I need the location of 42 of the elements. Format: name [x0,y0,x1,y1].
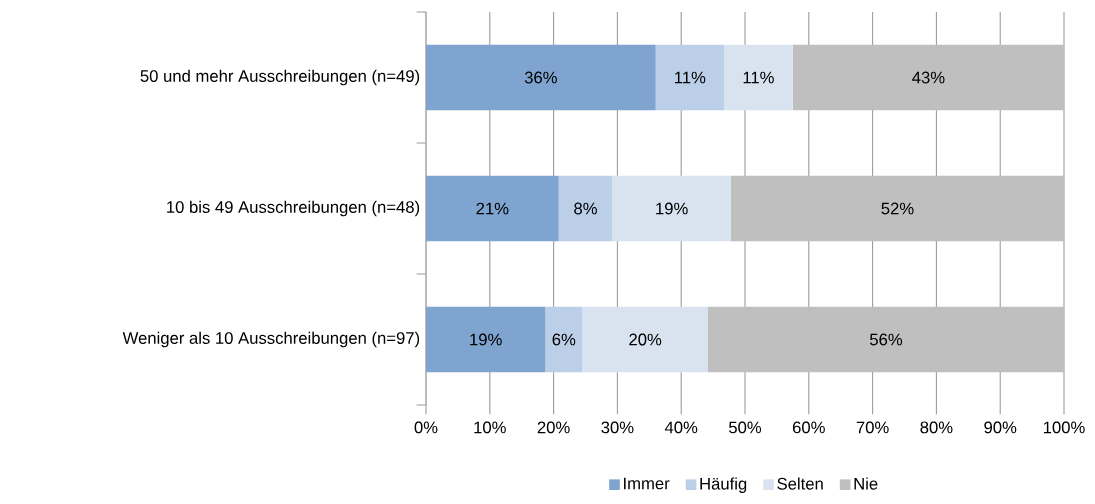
data-label: 43% [912,71,945,84]
bar [792,44,1064,111]
y-tick-label: 10 bis 49 Ausschreibungen (n=48) [167,200,420,217]
x-tick-label: 70% [856,421,889,434]
x-tick-label: 0% [414,421,438,434]
data-label: 19% [470,333,502,346]
y-tick-label: 50 und mehr Ausschreibungen (n=49) [140,69,420,86]
data-label: 21% [476,202,509,215]
legend-label: Häufig [700,477,747,493]
x-tick-label: 20% [537,421,570,434]
x-tick-label: 40% [664,421,698,434]
x-tick-label: 50% [729,421,762,434]
bar [723,44,793,111]
bar [426,306,546,373]
bar [708,306,1064,373]
data-label: 56% [870,333,903,346]
bar [545,306,583,373]
bar [612,175,731,242]
data-label: 8% [574,202,597,215]
data-label: 52% [881,202,914,215]
x-tick-label: 10% [474,421,506,434]
x-tick-label: 60% [792,421,825,434]
bar [582,306,708,373]
data-label: 11% [675,71,706,84]
y-tick-label: Weniger als 10 Ausschreibungen (n=97) [122,331,420,348]
data-label: 6% [552,333,576,346]
data-label: 20% [629,333,662,346]
x-tick-label: 30% [601,421,634,434]
data-label: 19% [656,202,688,215]
x-tick-label: 90% [984,421,1017,434]
bar [730,175,1064,242]
bar [426,175,559,242]
x-tick-label: 80% [920,421,953,434]
bar [558,175,613,242]
data-label: 36% [524,71,557,84]
legend-label: Selten [777,477,823,490]
data-label: 11% [743,71,774,84]
legend-label: Nie [854,477,878,490]
bar [655,44,724,111]
x-tick-label: 100% [1043,421,1085,434]
legend-label: Immer [624,477,670,490]
bar [426,44,656,111]
